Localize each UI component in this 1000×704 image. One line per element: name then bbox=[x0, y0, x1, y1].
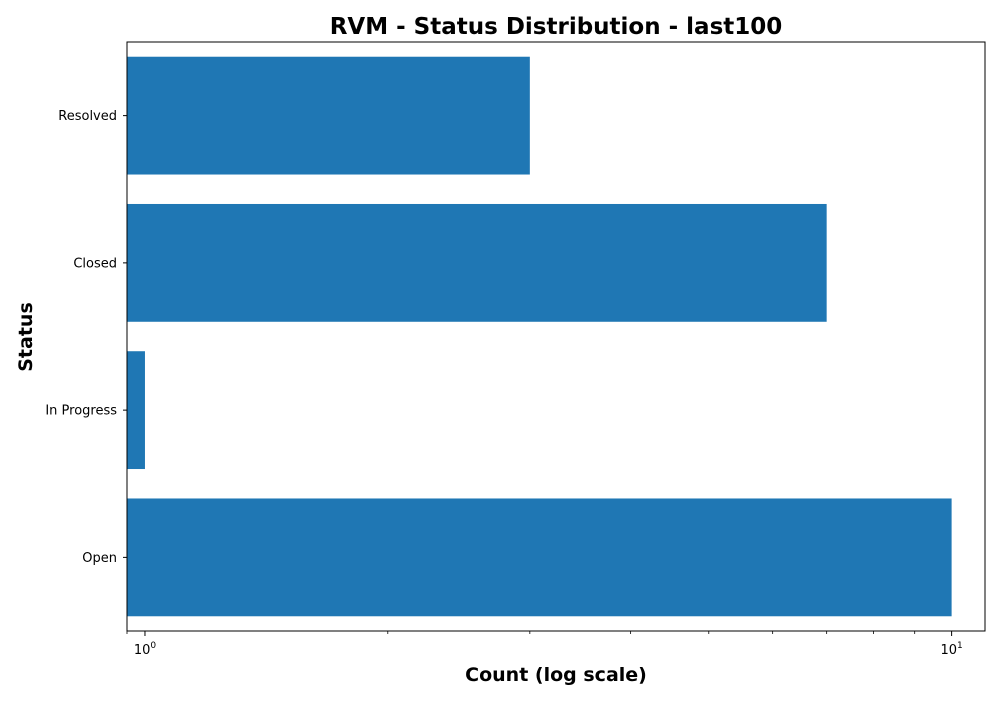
y-tick-label: Open bbox=[82, 551, 117, 566]
x-axis-ticks: 100 101 bbox=[126, 631, 963, 658]
y-tick-label: Closed bbox=[73, 256, 117, 271]
plot-frame bbox=[126, 41, 986, 632]
y-axis-ticks: Open In Progress Closed Resolved bbox=[45, 109, 127, 566]
bar-open bbox=[127, 498, 952, 617]
bar-closed bbox=[127, 203, 827, 322]
y-tick-label: Resolved bbox=[58, 109, 117, 124]
x-axis-label: Count (log scale) bbox=[465, 664, 647, 686]
chart-title: RVM - Status Distribution - last100 bbox=[330, 14, 783, 40]
y-tick-label: In Progress bbox=[45, 404, 117, 419]
bar-in-progress bbox=[127, 351, 145, 470]
x-tick-label: 101 bbox=[940, 641, 962, 658]
y-axis-label: Status bbox=[15, 302, 37, 372]
x-tick-label: 100 bbox=[134, 641, 157, 658]
bars-group bbox=[127, 56, 952, 617]
bar-resolved bbox=[127, 56, 530, 175]
